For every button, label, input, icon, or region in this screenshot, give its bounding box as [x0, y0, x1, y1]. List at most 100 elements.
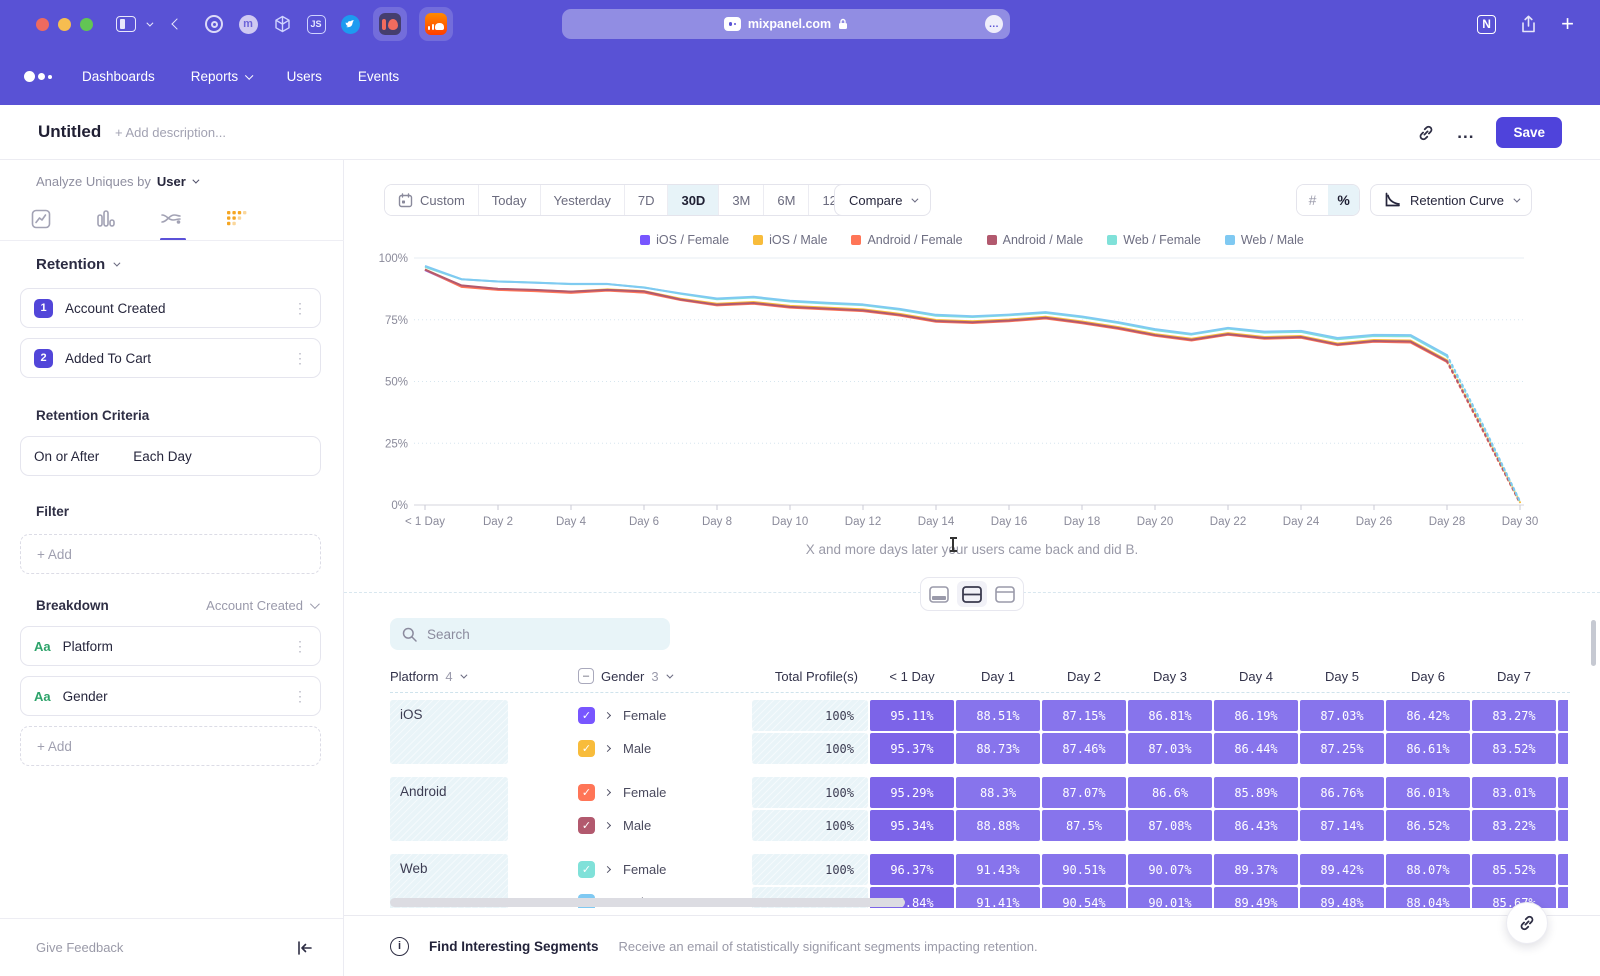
share-link-floating-button[interactable]	[1506, 902, 1548, 944]
retention-value-cell[interactable]: 90.54%	[1042, 887, 1126, 908]
platform-cell[interactable]: iOS	[390, 700, 508, 764]
kebab-menu-icon[interactable]: ⋮	[293, 688, 307, 704]
retention-value-cell[interactable]: 88.73%	[956, 733, 1040, 764]
range-today[interactable]: Today	[478, 185, 541, 215]
address-bar[interactable]: mixpanel.com ...	[562, 9, 1010, 39]
expand-row-icon[interactable]	[603, 788, 612, 797]
day-column-header[interactable]: Day 7	[1497, 668, 1531, 684]
day-column-header[interactable]: < 1 Day	[889, 668, 935, 684]
day-column-header[interactable]: Day 1	[981, 668, 1015, 684]
kebab-menu-icon[interactable]: ⋮	[293, 638, 307, 654]
nav-item-events[interactable]: Events	[357, 69, 400, 84]
back-icon[interactable]	[171, 18, 183, 30]
gender-cell-male[interactable]: ✓ Male	[510, 733, 750, 764]
retention-value-cell[interactable]: 85.52%	[1472, 854, 1556, 885]
gender-cell-female[interactable]: ✓ Female	[510, 777, 750, 808]
retention-value-cell[interactable]: 86.52%	[1386, 810, 1470, 841]
retention-value-cell[interactable]: 89.48%	[1300, 887, 1384, 908]
retention-value-cell[interactable]: 83.01%	[1472, 777, 1556, 808]
horizontal-scrollbar[interactable]	[390, 898, 905, 907]
tab-retention[interactable]	[225, 208, 247, 230]
maximize-window-icon[interactable]	[80, 17, 93, 31]
new-tab-icon[interactable]: +	[1561, 11, 1574, 36]
sidebar-toggle-icon[interactable]	[116, 16, 136, 32]
gender-checkbox[interactable]: ✓	[578, 740, 595, 757]
range-custom[interactable]: Custom	[385, 185, 479, 215]
m-extension-icon[interactable]: m	[237, 13, 259, 35]
nav-item-reports[interactable]: Reports	[191, 69, 254, 84]
retention-value-cell[interactable]: 95.29%	[870, 777, 954, 808]
add-description[interactable]: + Add description...	[115, 125, 226, 140]
retention-value-cell[interactable]: 86.43%	[1214, 810, 1298, 841]
tabs-chevron-icon[interactable]	[146, 19, 154, 27]
gender-cell-female[interactable]: ✓ Female	[510, 854, 750, 885]
target-extension-icon[interactable]	[203, 13, 225, 35]
retention-value-cell[interactable]: 88.88%	[956, 810, 1040, 841]
tab-insights[interactable]	[30, 208, 52, 230]
breakdown-scope-selector[interactable]: Account Created	[206, 598, 320, 613]
add-filter-button[interactable]: + Add	[20, 534, 321, 574]
tab-funnels[interactable]	[95, 208, 117, 230]
gender-cell-male[interactable]: ✓ Male	[510, 810, 750, 841]
day-column-header[interactable]: Day 3	[1153, 668, 1187, 684]
retention-value-cell[interactable]: 95.37%	[870, 733, 954, 764]
kebab-menu-icon[interactable]: ⋮	[293, 300, 307, 316]
retention-value-cell[interactable]: 88.04%	[1386, 887, 1470, 908]
platform-column-header[interactable]: Platform 4	[390, 669, 508, 684]
retention-value-cell[interactable]: 86.19%	[1214, 700, 1298, 731]
legend-item[interactable]: iOS / Male	[753, 233, 827, 247]
legend-item[interactable]: Web / Male	[1224, 233, 1304, 247]
layout-chart-only-button[interactable]	[924, 581, 954, 607]
more-actions-icon[interactable]: ...	[1457, 122, 1475, 142]
table-search-input[interactable]: Search	[390, 618, 670, 650]
retention-value-cell[interactable]: 90.07%	[1128, 854, 1212, 885]
retention-value-cell[interactable]: 87.15%	[1042, 700, 1126, 731]
retention-value-cell[interactable]: 89.49%	[1214, 887, 1298, 908]
range-yesterday[interactable]: Yesterday	[540, 185, 625, 215]
window-controls[interactable]	[36, 17, 102, 31]
expand-row-icon[interactable]	[603, 744, 612, 753]
retention-value-cell[interactable]: 86.01%	[1386, 777, 1470, 808]
day-column-header[interactable]: Day 4	[1239, 668, 1273, 684]
range-3m[interactable]: 3M	[719, 185, 765, 215]
retention-value-cell[interactable]: 87.5%	[1042, 810, 1126, 841]
date-range-control[interactable]: CustomTodayYesterday7D30D3M6M12M	[384, 184, 862, 216]
gender-checkbox[interactable]: ✓	[578, 707, 595, 724]
retention-value-cell[interactable]: 88.07%	[1386, 854, 1470, 885]
gender-column-header[interactable]: – Gender 3	[510, 668, 750, 684]
retention-value-cell[interactable]: 91.43%	[956, 854, 1040, 885]
percent-mode-button[interactable]: %	[1328, 185, 1360, 215]
criteria-selector[interactable]: On or After Each Day	[20, 436, 321, 476]
retention-value-cell[interactable]: 95.11%	[870, 700, 954, 731]
legend-item[interactable]: iOS / Female	[640, 233, 729, 247]
retention-section-heading[interactable]: Retention	[36, 256, 121, 273]
js-extension-icon[interactable]: JS	[305, 13, 327, 35]
expand-row-icon[interactable]	[603, 821, 612, 830]
product-tab-icon[interactable]	[373, 7, 407, 41]
layout-table-only-button[interactable]	[990, 581, 1020, 607]
add-breakdown-button[interactable]: + Add	[20, 726, 321, 766]
retention-value-cell[interactable]: 86.76%	[1300, 777, 1384, 808]
expand-row-icon[interactable]	[603, 711, 612, 720]
retention-step-b[interactable]: 2 Added To Cart ⋮	[20, 338, 321, 378]
select-all-checkbox[interactable]: –	[578, 668, 594, 684]
total-profiles-header[interactable]: Total Profile(s)	[774, 668, 858, 684]
share-icon[interactable]	[1520, 15, 1537, 34]
layout-split-button[interactable]	[957, 581, 987, 607]
retention-value-cell[interactable]: 86.6%	[1128, 777, 1212, 808]
find-segments-title[interactable]: Find Interesting Segments	[429, 938, 599, 954]
analyze-entity-selector[interactable]: User	[157, 174, 200, 189]
breakdown-gender[interactable]: Aa Gender ⋮	[20, 676, 321, 716]
value-mode-toggle[interactable]: #%	[1296, 184, 1361, 216]
retention-value-cell[interactable]: 91.41%	[956, 887, 1040, 908]
retention-value-cell[interactable]: 86.42%	[1386, 700, 1470, 731]
retention-value-cell[interactable]: 87.03%	[1300, 700, 1384, 731]
gender-checkbox[interactable]: ✓	[578, 817, 595, 834]
minimize-window-icon[interactable]	[58, 17, 71, 31]
retention-value-cell[interactable]: 87.46%	[1042, 733, 1126, 764]
tab-flows[interactable]	[160, 208, 182, 230]
platform-cell[interactable]: Android	[390, 777, 508, 841]
gender-checkbox[interactable]: ✓	[578, 784, 595, 801]
kebab-menu-icon[interactable]: ⋮	[293, 350, 307, 366]
gender-checkbox[interactable]: ✓	[578, 861, 595, 878]
